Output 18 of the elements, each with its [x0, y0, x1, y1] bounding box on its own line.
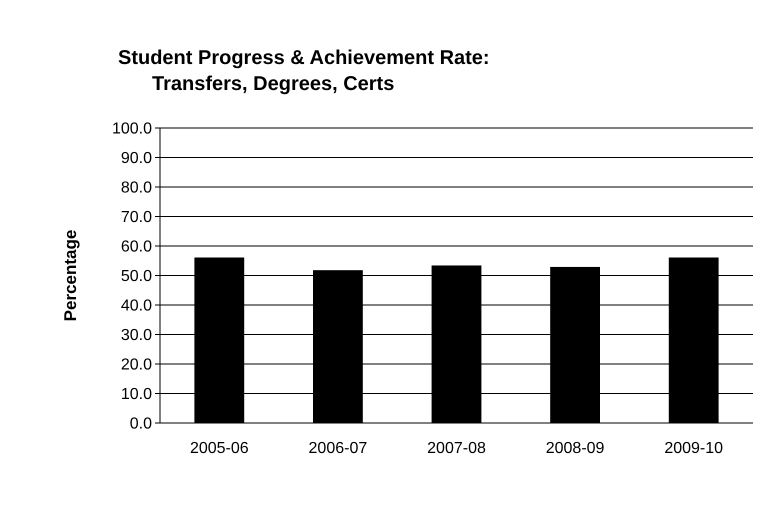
- x-tick-label: 2006-07: [308, 440, 368, 457]
- y-axis-title: Percentage: [61, 230, 80, 322]
- y-tick-label: 100.0: [112, 120, 152, 138]
- x-tick-label: 2005-06: [190, 440, 249, 457]
- y-tick-label: 60.0: [120, 238, 152, 256]
- y-tick-label: 10.0: [120, 386, 152, 404]
- x-tick-label: 2008-09: [546, 440, 605, 457]
- y-tick-label: 80.0: [120, 180, 152, 197]
- y-tick-label: 0.0: [130, 416, 152, 433]
- y-tick-label: 40.0: [120, 298, 152, 315]
- y-tick-label: 30.0: [120, 327, 152, 344]
- y-tick-label: 70.0: [120, 209, 152, 226]
- x-tick-label: 2009-10: [664, 440, 724, 457]
- chart-title: Student Progress & Achievement Rate: Transfers, Degrees, Certs: [118, 47, 490, 95]
- y-tick-label: 50.0: [120, 268, 152, 286]
- y-tick-label: 20.0: [120, 356, 152, 374]
- y-tick-label: 90.0: [120, 150, 152, 168]
- x-tick-label: 2007-08: [427, 440, 486, 457]
